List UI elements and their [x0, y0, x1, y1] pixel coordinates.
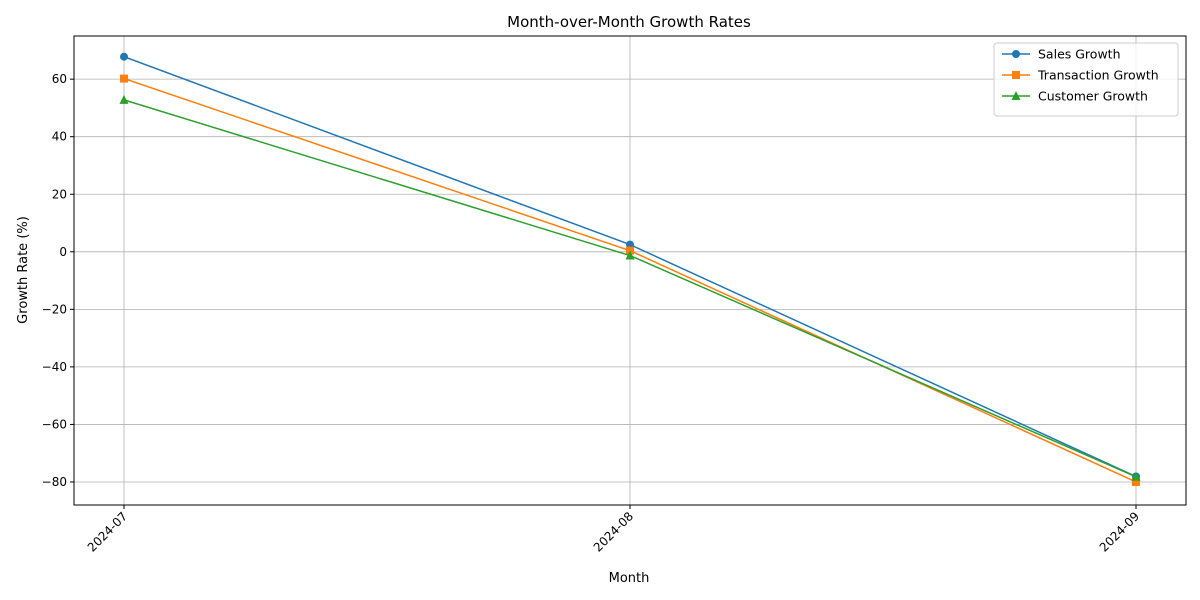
- y-tick-label: 20: [52, 187, 67, 201]
- legend-label-customer-growth: Customer Growth: [1038, 89, 1148, 104]
- legend-label-sales-growth: Sales Growth: [1038, 47, 1121, 62]
- sales-growth-point: [120, 52, 128, 61]
- y-tick-label: −60: [42, 417, 67, 431]
- legend-label-transaction-growth: Transaction Growth: [1037, 68, 1159, 83]
- legend-marker-sales-growth: [1012, 50, 1020, 58]
- legend-box: [993, 42, 1179, 117]
- x-tick-label: 2024-07: [85, 509, 130, 554]
- sales-growth-point: [626, 240, 634, 249]
- chart-title: Month-over-Month Growth Rates: [507, 13, 751, 31]
- legend-marker-transaction-growth: [1012, 71, 1020, 79]
- customer-growth-point: [625, 250, 635, 260]
- x-tick-label: 2024-08: [591, 509, 636, 554]
- y-tick-label: −20: [42, 302, 67, 316]
- series-customer-growth: [119, 94, 1141, 481]
- y-tick-label: 60: [52, 72, 67, 86]
- customer-growth-point: [1131, 471, 1141, 481]
- legend-marker-customer-growth: [1011, 91, 1021, 100]
- y-tick-label: 40: [52, 130, 67, 144]
- y-tick-label: −40: [42, 360, 67, 374]
- transaction-growth-point: [1132, 477, 1140, 486]
- customer-growth-point: [119, 94, 129, 104]
- y-tick-label: 0: [59, 245, 67, 259]
- x-tick-label: 2024-09: [1097, 509, 1142, 554]
- y-axis-title: Growth Rate (%): [16, 216, 31, 324]
- series-layer: [119, 52, 1141, 486]
- x-axis-title: Month: [609, 571, 650, 586]
- legend: Sales Growth Transaction Growth Customer G…: [993, 42, 1179, 117]
- y-tick-label: −80: [42, 475, 67, 489]
- transaction-growth-point: [120, 74, 128, 83]
